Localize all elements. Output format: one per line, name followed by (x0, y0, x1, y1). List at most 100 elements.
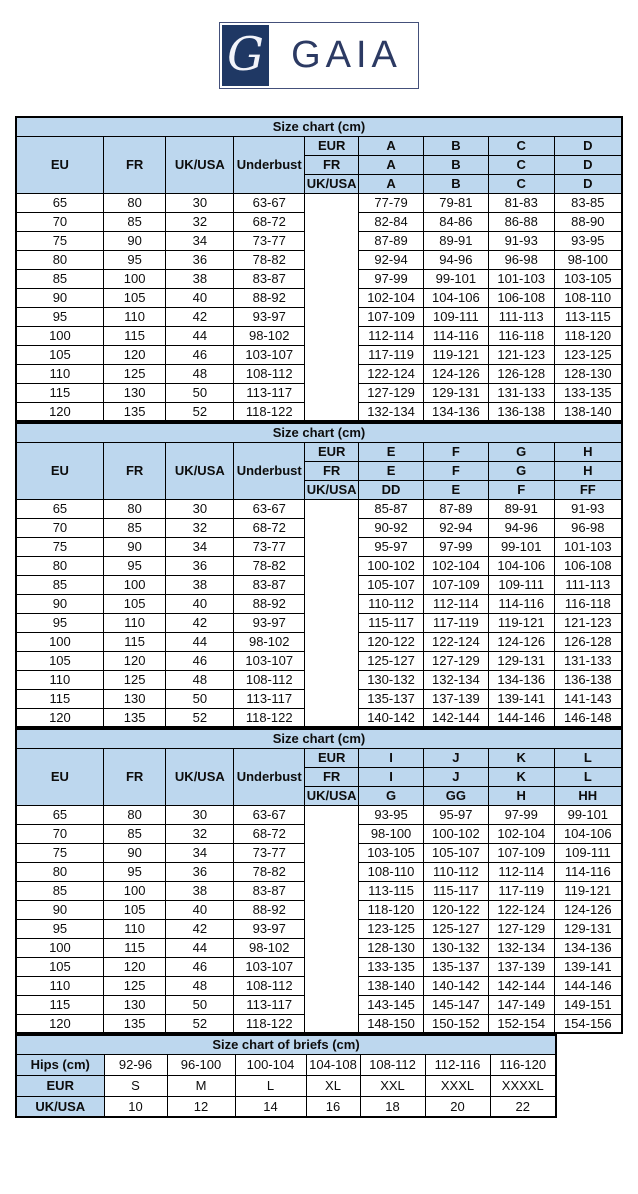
cup-range-cell: 125-127 (422, 918, 489, 939)
logo-monogram: G (227, 26, 264, 81)
cup-range-cell: 137-139 (487, 956, 555, 977)
cup-size-header: J (422, 766, 489, 787)
eu-size-cell: 70 (15, 517, 104, 538)
fr-size-cell: 110 (102, 612, 167, 633)
uk-usa-size-cell: 40 (165, 899, 235, 920)
underbust-range-cell: 113-117 (233, 688, 306, 709)
uk-usa-size-cell: 48 (165, 669, 235, 690)
fr-size-cell: 90 (102, 536, 167, 557)
briefs-value-cell: 14 (234, 1095, 307, 1118)
cup-range-cell: 101-103 (553, 536, 623, 557)
fr-size-cell: 115 (102, 631, 167, 652)
cup-range-cell: 138-140 (358, 975, 424, 996)
uk-usa-size-cell: 30 (165, 804, 235, 825)
cup-range-cell: 125-127 (358, 650, 424, 671)
cup-range-cell: 101-103 (487, 268, 555, 289)
uk-usa-size-cell: 44 (165, 325, 235, 346)
uk-usa-size-cell: 48 (165, 363, 235, 384)
briefs-value-cell: XXL (359, 1074, 426, 1097)
uk-usa-size-cell: 44 (165, 631, 235, 652)
cup-range-cell: 95-97 (422, 804, 489, 825)
fr-size-cell: 100 (102, 268, 167, 289)
table-row: 65 80 30 63-67 93-95 95-97 97-99 99-101 (15, 804, 623, 1034)
fr-size-cell: 85 (102, 211, 167, 232)
uk-usa-size-cell: 34 (165, 536, 235, 557)
cup-size-header: A (358, 154, 424, 175)
table-row: 105 120 46 103-107 117-119 119-121 121-123 123-… (15, 344, 623, 365)
column-header: FR (102, 747, 167, 806)
cup-range-cell: 112-114 (358, 325, 424, 346)
cup-range-cell: 130-132 (422, 937, 489, 958)
cup-range-cell: 127-129 (422, 650, 489, 671)
underbust-range-cell: 63-67 (233, 498, 306, 519)
uk-usa-size-cell: 38 (165, 574, 235, 595)
cup-range-cell: 114-116 (553, 861, 623, 882)
cup-range-cell: 118-120 (358, 899, 424, 920)
cup-range-cell: 131-133 (553, 650, 623, 671)
cup-range-cell: 97-99 (487, 804, 555, 825)
table-row: 100 115 44 98-102 128-130 130-132 132-134 134-1… (15, 937, 623, 958)
cup-size-header: FF (553, 479, 623, 500)
cup-range-cell: 119-121 (487, 612, 555, 633)
table-row: 105 120 46 103-107 133-135 135-137 137-139 139-… (15, 956, 623, 977)
fr-size-cell: 110 (102, 918, 167, 939)
cup-range-cell: 99-101 (422, 268, 489, 289)
cup-range-cell: 138-140 (553, 401, 623, 422)
cup-range-cell: 83-85 (553, 192, 623, 213)
cup-size-header: L (553, 766, 623, 787)
cup-range-cell: 93-95 (358, 804, 424, 825)
cup-range-cell: 86-88 (487, 211, 555, 232)
cup-range-cell: 122-124 (358, 363, 424, 384)
table-row: 115 130 50 113-117 135-137 137-139 139-141 141-… (15, 688, 623, 709)
cup-range-cell: 139-141 (553, 956, 623, 977)
cup-range-cell: 115-117 (422, 880, 489, 901)
uk-usa-size-cell: 46 (165, 956, 235, 977)
cup-range-cell: 99-101 (487, 536, 555, 557)
uk-usa-size-cell: 52 (165, 401, 235, 422)
fr-size-cell: 135 (102, 707, 167, 728)
table-row: 75 90 34 73-77 87-89 89-91 91-93 93-95 (15, 230, 623, 251)
cup-range-cell: 134-136 (487, 669, 555, 690)
cup-range-cell: 94-96 (487, 517, 555, 538)
eu-size-cell: 100 (15, 631, 104, 652)
cup-range-cell: 95-97 (358, 536, 424, 557)
cup-range-cell: 126-128 (553, 631, 623, 652)
cup-range-cell: 87-89 (422, 498, 489, 519)
uk-usa-size-cell: 40 (165, 287, 235, 308)
cup-range-cell: 88-90 (553, 211, 623, 232)
fr-size-cell: 115 (102, 325, 167, 346)
table-title: Size chart (cm) (15, 116, 623, 137)
underbust-range-cell: 118-122 (233, 401, 306, 422)
cup-range-cell: 107-109 (422, 574, 489, 595)
cup-range-cell: 108-110 (553, 287, 623, 308)
cup-size-header: E (422, 479, 489, 500)
table-row: 85 100 38 83-87 97-99 99-101 101-103 103-105 (15, 268, 623, 289)
fr-size-cell: 85 (102, 517, 167, 538)
fr-size-cell: 80 (102, 498, 167, 519)
cup-range-cell: 102-104 (358, 287, 424, 308)
table-row: 90 105 40 88-92 110-112 112-114 114-116 116-118 (15, 593, 623, 614)
cup-range-cell: 133-135 (553, 382, 623, 403)
fr-size-cell: 120 (102, 956, 167, 977)
cup-system-label: UK/USA (304, 785, 360, 806)
underbust-range-cell: 108-112 (233, 975, 306, 996)
bra-size-chart-table: Size chart (cm) EU FR UK/USA Underbust EUR E F G… (15, 422, 623, 728)
cup-range-cell: 109-111 (553, 842, 623, 863)
cup-range-cell: 135-137 (422, 956, 489, 977)
underbust-range-cell: 103-107 (233, 650, 306, 671)
table-row: 70 85 32 68-72 90-92 92-94 94-96 96-98 (15, 517, 623, 538)
cup-size-header: L (553, 747, 623, 768)
cup-range-cell: 118-120 (553, 325, 623, 346)
table-row: 120 135 52 118-122 148-150 150-152 152-154 154-… (15, 1013, 623, 1034)
cup-range-cell: 99-101 (553, 804, 623, 825)
table-row: 95 110 42 93-97 123-125 125-127 127-129 129-131 (15, 918, 623, 939)
eu-size-cell: 75 (15, 536, 104, 557)
eu-size-cell: 65 (15, 498, 104, 519)
cup-range-cell: 87-89 (358, 230, 424, 251)
eu-size-cell: 120 (15, 707, 104, 728)
cup-size-header: G (358, 785, 424, 806)
eu-size-cell: 115 (15, 382, 104, 403)
table-row: 70 85 32 68-72 82-84 84-86 86-88 88-90 (15, 211, 623, 232)
cup-range-cell: 84-86 (422, 211, 489, 232)
briefs-value-cell: 108-112 (359, 1053, 426, 1076)
